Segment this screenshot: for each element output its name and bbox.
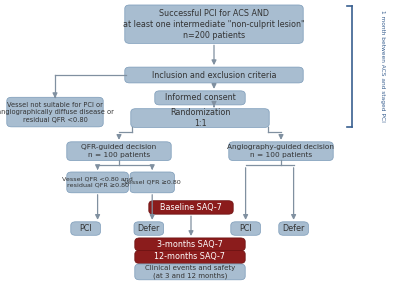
FancyBboxPatch shape: [7, 97, 103, 127]
Text: Vessel QFR ≥0.80: Vessel QFR ≥0.80: [124, 180, 180, 185]
Text: Defer: Defer: [138, 224, 160, 233]
FancyBboxPatch shape: [67, 142, 171, 161]
FancyBboxPatch shape: [125, 5, 303, 43]
FancyBboxPatch shape: [155, 91, 245, 105]
Text: Vessel QFR <0.80 and
residual QFR ≥0.80: Vessel QFR <0.80 and residual QFR ≥0.80: [62, 177, 133, 188]
Text: Baseline SAQ-7: Baseline SAQ-7: [160, 203, 222, 212]
Text: Randomization
1:1: Randomization 1:1: [170, 108, 230, 128]
FancyBboxPatch shape: [71, 222, 100, 235]
Text: 1 month between ACS and staged PCI: 1 month between ACS and staged PCI: [380, 10, 384, 122]
Text: Clinical events and safety
(at 3 and 12 months): Clinical events and safety (at 3 and 12 …: [145, 265, 235, 279]
Text: Angiography-guided decision
n = 100 patients: Angiography-guided decision n = 100 pati…: [228, 144, 334, 158]
Text: 3-months SAQ-7: 3-months SAQ-7: [157, 240, 223, 249]
Text: Informed consent: Informed consent: [165, 93, 235, 102]
FancyBboxPatch shape: [135, 264, 245, 280]
Text: QFR-guided decision
n = 100 patients: QFR-guided decision n = 100 patients: [81, 144, 157, 158]
FancyBboxPatch shape: [231, 222, 260, 235]
Text: 12-months SAQ-7: 12-months SAQ-7: [154, 253, 226, 261]
FancyBboxPatch shape: [131, 109, 269, 127]
Text: Defer: Defer: [282, 224, 305, 233]
FancyBboxPatch shape: [135, 251, 245, 263]
Text: Inclusion and exclusion criteria: Inclusion and exclusion criteria: [152, 71, 276, 79]
FancyBboxPatch shape: [149, 201, 233, 214]
FancyBboxPatch shape: [67, 172, 128, 193]
FancyBboxPatch shape: [130, 172, 174, 193]
Text: PCI: PCI: [239, 224, 252, 233]
FancyBboxPatch shape: [134, 222, 164, 235]
Text: Successful PCI for ACS AND
at least one intermediate "non-culprit lesion"
n=200 : Successful PCI for ACS AND at least one …: [123, 8, 305, 40]
Text: Vessel not suitable for PCI or
angiographically diffuse disease or
residual QFR : Vessel not suitable for PCI or angiograp…: [0, 102, 114, 122]
FancyBboxPatch shape: [279, 222, 308, 235]
Text: PCI: PCI: [79, 224, 92, 233]
FancyBboxPatch shape: [125, 67, 303, 83]
FancyBboxPatch shape: [229, 142, 333, 161]
FancyBboxPatch shape: [135, 238, 245, 251]
